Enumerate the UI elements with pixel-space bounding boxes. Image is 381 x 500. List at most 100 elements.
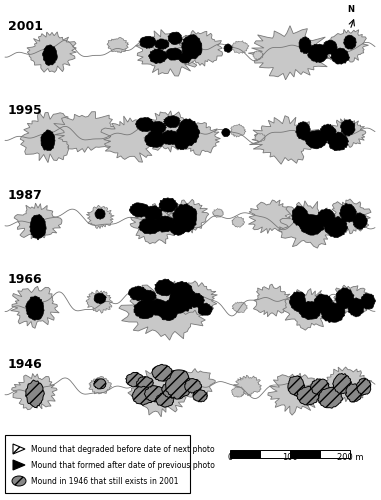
Polygon shape [255,133,266,142]
Polygon shape [26,296,44,320]
Ellipse shape [12,476,26,486]
Polygon shape [232,302,248,313]
Polygon shape [137,376,154,389]
Polygon shape [95,209,105,220]
Text: Mound that degraded before date of next photo: Mound that degraded before date of next … [31,444,215,454]
Polygon shape [14,203,62,239]
Polygon shape [169,282,195,314]
Polygon shape [144,111,191,152]
Polygon shape [213,208,224,218]
Polygon shape [278,201,338,248]
Polygon shape [179,53,191,63]
Polygon shape [224,44,232,52]
Polygon shape [13,444,25,454]
Polygon shape [155,39,169,50]
Polygon shape [13,460,25,470]
Text: 0: 0 [227,453,233,462]
Polygon shape [182,34,202,59]
Polygon shape [198,303,212,315]
Polygon shape [292,206,309,227]
Polygon shape [174,281,218,315]
Polygon shape [11,286,59,329]
Polygon shape [126,372,144,387]
Polygon shape [20,112,76,162]
Polygon shape [159,198,178,212]
Polygon shape [347,298,364,317]
Polygon shape [165,298,187,314]
Text: 100: 100 [282,453,298,462]
Polygon shape [140,36,156,48]
Polygon shape [30,214,46,240]
Polygon shape [181,122,221,155]
Polygon shape [166,370,191,399]
Polygon shape [119,281,207,340]
Text: 1966: 1966 [8,273,43,286]
Polygon shape [268,373,322,415]
Polygon shape [128,286,147,301]
Text: Mound that formed after date of previous photo: Mound that formed after date of previous… [31,460,215,469]
Polygon shape [317,208,335,228]
Polygon shape [188,293,205,308]
Text: 1946: 1946 [8,358,43,370]
Polygon shape [231,40,249,54]
Polygon shape [299,302,321,320]
Polygon shape [27,32,76,72]
Bar [290,450,320,458]
Polygon shape [152,364,172,381]
Polygon shape [231,124,246,137]
Polygon shape [330,118,366,148]
Polygon shape [136,118,154,132]
Polygon shape [234,375,261,396]
Text: 200 m: 200 m [337,453,363,462]
Polygon shape [145,132,165,148]
Polygon shape [166,48,182,60]
Polygon shape [86,290,112,313]
Polygon shape [149,49,168,64]
Polygon shape [328,132,349,150]
Polygon shape [360,294,375,309]
Polygon shape [253,51,263,60]
Polygon shape [89,376,112,394]
Polygon shape [130,204,179,244]
Bar [320,450,350,458]
Polygon shape [250,116,322,164]
Polygon shape [155,279,176,296]
Polygon shape [168,32,182,44]
Polygon shape [320,124,336,141]
Polygon shape [222,128,230,136]
Polygon shape [329,199,371,234]
Bar [230,450,260,458]
Polygon shape [94,294,106,304]
Polygon shape [11,374,57,410]
Polygon shape [339,204,356,222]
Polygon shape [333,374,351,394]
Polygon shape [314,294,333,310]
Polygon shape [163,116,180,128]
Polygon shape [129,203,150,217]
Polygon shape [299,37,311,54]
Polygon shape [160,130,179,144]
Polygon shape [128,370,186,417]
Text: 1995: 1995 [8,104,43,118]
Polygon shape [162,382,182,398]
Polygon shape [175,138,189,150]
Polygon shape [283,288,333,330]
Polygon shape [174,368,215,400]
Bar [260,450,290,458]
Text: N: N [347,5,354,14]
Polygon shape [296,386,319,405]
Polygon shape [185,378,202,393]
Polygon shape [150,122,166,134]
Text: 1987: 1987 [8,189,43,202]
Polygon shape [148,299,168,316]
Polygon shape [248,200,293,234]
Polygon shape [232,216,245,228]
Polygon shape [304,130,328,149]
Polygon shape [331,48,349,64]
Polygon shape [155,216,174,232]
Polygon shape [353,212,367,230]
Polygon shape [138,218,161,234]
Polygon shape [41,130,55,150]
Polygon shape [173,204,197,233]
Polygon shape [144,206,162,220]
